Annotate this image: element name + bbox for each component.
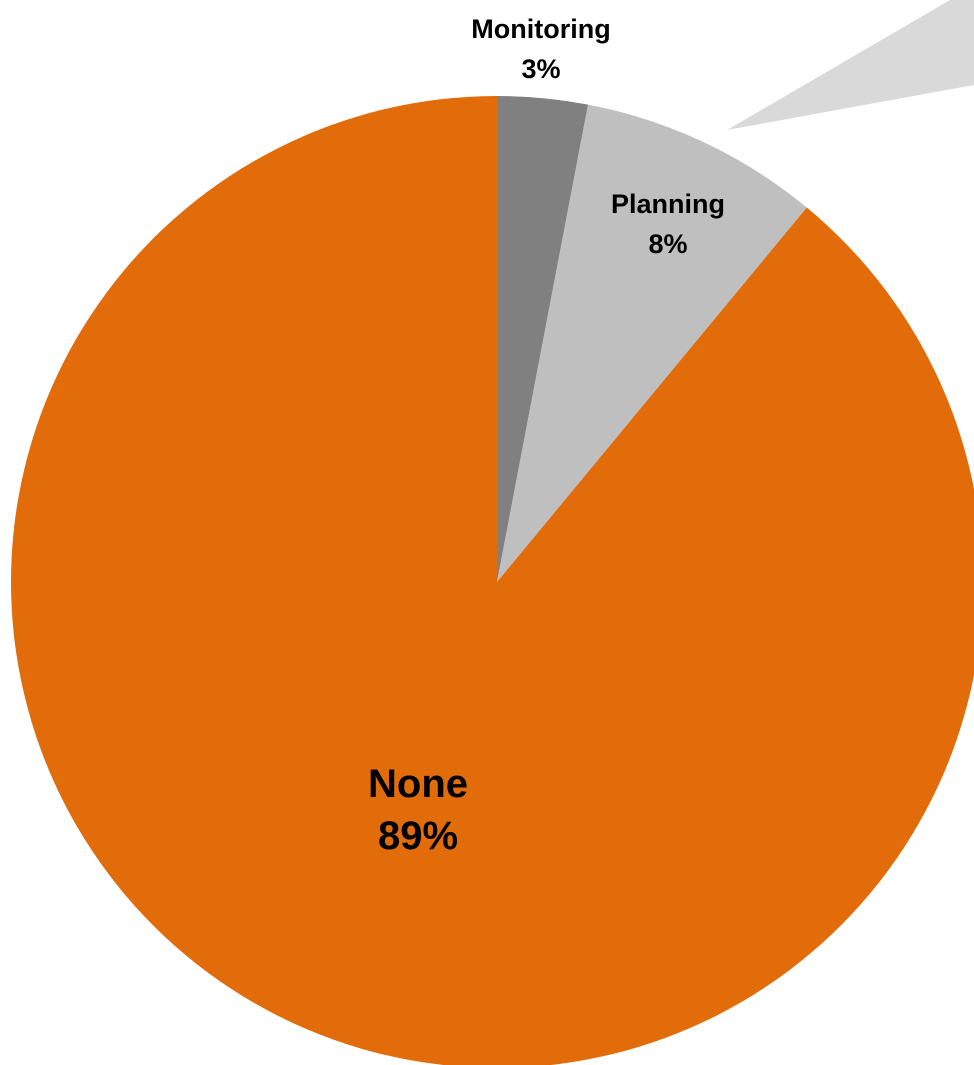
slice-label-none: None 89% xyxy=(368,762,468,858)
pie-labels: Monitoring 3% Planning 8% None 89% xyxy=(368,14,725,858)
slice-percent: 89% xyxy=(378,814,458,858)
slice-name: Monitoring xyxy=(471,14,610,44)
slice-percent: 3% xyxy=(521,54,560,84)
slice-label-planning: Planning 8% xyxy=(611,189,725,259)
pie-slices xyxy=(11,96,974,1065)
pie-slice-none xyxy=(11,96,974,1065)
slice-name: Planning xyxy=(611,189,725,219)
slice-percent: 8% xyxy=(648,229,687,259)
slice-name: None xyxy=(368,762,468,806)
pie-slice-monitoring xyxy=(497,96,589,582)
pie-slice-planning xyxy=(497,104,807,582)
callout-connector xyxy=(727,0,974,130)
slice-label-monitoring: Monitoring 3% xyxy=(471,14,610,84)
